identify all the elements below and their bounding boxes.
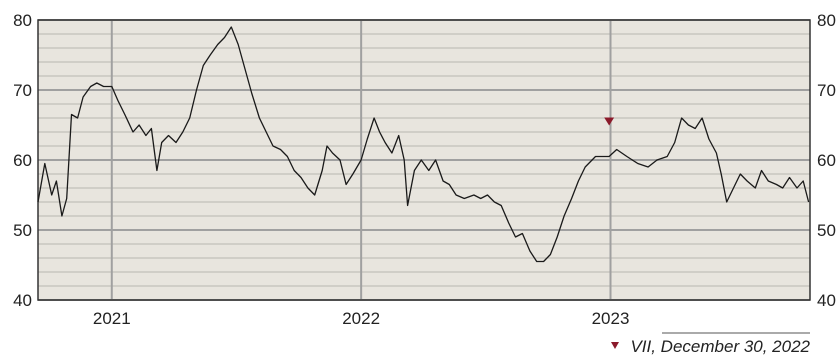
y-tick-label-right: 60 <box>817 151 836 170</box>
x-tick-label: 2021 <box>93 309 131 328</box>
annotation-text: VII, December 30, 2022 <box>630 337 810 356</box>
y-tick-label-right: 70 <box>817 81 836 100</box>
y-tick-label-right: 50 <box>817 221 836 240</box>
y-tick-label-left: 40 <box>13 291 32 310</box>
y-axis-right-labels: 40 50 60 70 80 <box>817 11 836 310</box>
plot-frame <box>37 19 811 301</box>
x-tick-label: 2023 <box>592 309 630 328</box>
y-tick-label-right: 40 <box>817 291 836 310</box>
y-axis-left-labels: 40 50 60 70 80 <box>13 11 32 310</box>
x-tick-label: 2022 <box>342 309 380 328</box>
y-tick-label-left: 60 <box>13 151 32 170</box>
series-line <box>37 26 810 263</box>
y-tick-label-left: 50 <box>13 221 32 240</box>
annotation-marker-icon <box>611 342 619 349</box>
y-tick-label-left: 70 <box>13 81 32 100</box>
y-tick-label-right: 80 <box>817 11 836 30</box>
y-tick-label-left: 80 <box>13 11 32 30</box>
x-axis-labels: 2021 2022 2023 <box>93 309 630 328</box>
marker-triangle <box>604 117 615 126</box>
